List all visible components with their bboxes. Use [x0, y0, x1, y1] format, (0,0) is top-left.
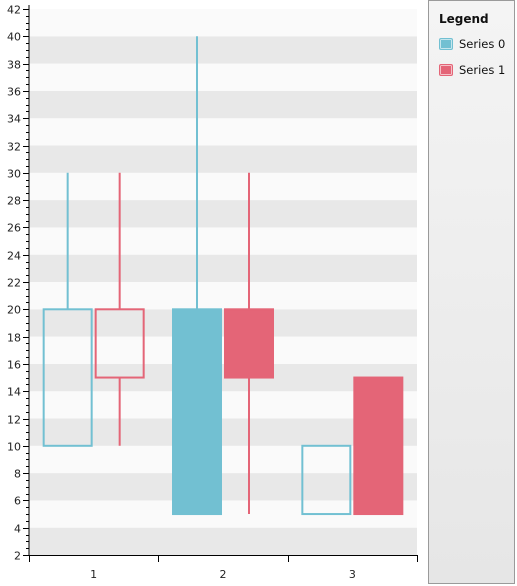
grid-band	[29, 309, 417, 337]
candle-series-1-cat-3	[353, 376, 404, 516]
grid-band	[29, 363, 417, 392]
candle-body	[172, 308, 222, 516]
grid-bands	[29, 9, 417, 555]
candles	[42, 36, 404, 516]
legend-item-series-0[interactable]: Series 0	[439, 35, 505, 53]
grid-band	[29, 391, 417, 419]
grid-band	[29, 145, 417, 173]
y-tick-label: 16	[7, 359, 21, 372]
legend-swatch-series-0	[439, 38, 453, 50]
legend: Legend Series 0 Series 1	[428, 0, 515, 584]
y-tick-label: 26	[7, 222, 21, 235]
grid-band	[29, 9, 417, 37]
legend-label-series-0: Series 0	[459, 37, 506, 51]
grid-band	[29, 473, 417, 501]
x-tick-label: 3	[349, 568, 356, 581]
y-tick-label: 4	[14, 523, 21, 536]
grid-band	[29, 36, 417, 64]
grid-band	[29, 282, 417, 310]
y-tick-label: 22	[7, 277, 21, 290]
grid-band	[29, 418, 417, 446]
candle-series-0-cat-2	[172, 36, 222, 516]
y-tick-label: 20	[7, 304, 21, 317]
y-tick-label: 2	[14, 550, 21, 563]
grid-band	[29, 445, 417, 474]
y-tick-label: 34	[7, 113, 21, 126]
legend-title: Legend	[439, 12, 489, 26]
y-tick-label: 18	[7, 332, 21, 345]
y-tick-label: 30	[7, 168, 21, 181]
y-tick-label: 38	[7, 59, 21, 72]
y-tick-label: 42	[7, 4, 21, 17]
grid-band	[29, 200, 417, 228]
legend-label-series-1: Series 1	[459, 63, 506, 77]
y-tick-label: 12	[7, 414, 21, 427]
y-tick-label: 40	[7, 31, 21, 44]
y-tick-label: 28	[7, 195, 21, 208]
grid-band	[29, 254, 417, 282]
y-tick-label: 24	[7, 250, 21, 263]
grid-band	[29, 63, 417, 91]
grid-band	[29, 527, 417, 555]
candle-series-0-cat-3	[301, 444, 352, 516]
x-tick-label: 2	[220, 568, 227, 581]
y-tick-label: 10	[7, 441, 21, 454]
y-tick-label: 8	[14, 468, 21, 481]
grid-band	[29, 90, 417, 119]
y-tick-label: 32	[7, 141, 21, 154]
legend-item-series-1[interactable]: Series 1	[439, 61, 505, 79]
candle-body	[353, 376, 404, 516]
legend-swatch-series-1	[439, 64, 453, 76]
candle-series-1-cat-1	[94, 172, 145, 446]
candle-body	[42, 308, 93, 447]
candle-body	[301, 444, 352, 516]
candle-body	[94, 308, 145, 379]
candle-body	[224, 308, 274, 379]
grid-band	[29, 336, 417, 364]
candle-series-1-cat-2	[224, 172, 274, 515]
y-tick-label: 6	[14, 495, 21, 508]
y-tick-label: 14	[7, 386, 21, 399]
x-axis: 1 2 3	[29, 555, 418, 581]
grid-band	[29, 172, 417, 201]
grid-band	[29, 118, 417, 146]
grid-band	[29, 227, 417, 255]
candle-series-0-cat-1	[42, 172, 93, 447]
grid-band	[29, 500, 417, 528]
x-tick-label: 1	[90, 568, 97, 581]
y-tick-label: 36	[7, 86, 21, 99]
